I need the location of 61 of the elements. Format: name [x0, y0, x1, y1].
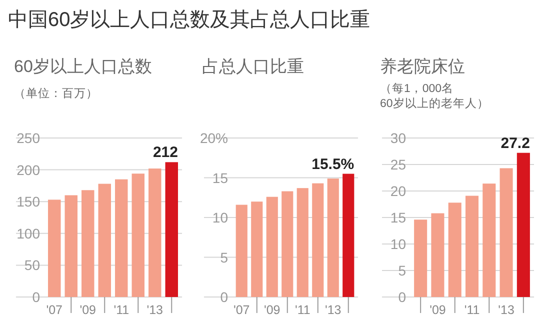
chart-title: 60岁以上人口总数 [14, 57, 152, 76]
bar [327, 178, 339, 297]
x-tick-label: '13 [498, 303, 514, 317]
y-tick-label: 5 [398, 262, 406, 278]
bar [465, 196, 479, 297]
y-tick-label: 0 [220, 289, 228, 305]
x-tick-label: '11 [114, 303, 130, 317]
bar [414, 220, 428, 297]
data-label: 212 [152, 144, 178, 162]
bar [148, 168, 162, 297]
y-tick-label: 150 [16, 194, 40, 210]
bar [132, 174, 144, 297]
y-tick-label: 100 [16, 225, 40, 242]
y-tick-label: 10 [212, 210, 228, 226]
y-tick-label: 25 [390, 156, 406, 172]
x-tick-label: '09 [264, 303, 280, 317]
bar [516, 152, 530, 297]
bar [82, 190, 94, 297]
bar [342, 174, 354, 297]
bar [482, 184, 496, 297]
x-tick-label: '07 [46, 303, 63, 317]
y-tick-label: 20 [390, 183, 406, 199]
y-tick-label: 15 [390, 210, 406, 226]
data-label: 27.2 [500, 134, 530, 152]
chart-subtitle: （每1，000名 60岁以上的老年人） [380, 82, 489, 110]
x-tick-label: '09 [80, 303, 96, 317]
x-tick-label: '11 [464, 303, 480, 317]
y-tick-label: 10 [390, 236, 406, 252]
bar [500, 168, 513, 297]
chart-title: 养老院床位 [380, 57, 465, 76]
y-tick-label: 30 [390, 130, 406, 146]
bar [64, 195, 78, 297]
y-tick-label: 0 [398, 289, 406, 305]
x-tick-label: '13 [324, 303, 342, 317]
x-tick-label: '09 [430, 303, 446, 317]
bar [282, 191, 294, 297]
bar [251, 202, 263, 297]
bar [448, 202, 462, 297]
x-tick-label: '07 [233, 303, 250, 317]
x-tick-label: '13 [146, 303, 164, 317]
y-tick-label: 15 [212, 170, 228, 186]
x-tick-label: '11 [294, 303, 310, 317]
bar [266, 196, 278, 297]
bar [296, 188, 308, 297]
bar [236, 204, 248, 297]
bar [98, 184, 111, 297]
y-tick-label: 200 [16, 162, 40, 178]
y-tick-label: 50 [24, 257, 40, 274]
data-label: 15.5% [312, 156, 354, 173]
y-tick-label: 0 [32, 289, 40, 305]
y-tick-label: 20% [200, 130, 228, 146]
chart-subtitle: （单位：百万） [14, 87, 98, 100]
bar [431, 213, 444, 297]
text: 中国60岁以上人口总数及其占总人口比重 [8, 9, 370, 31]
bar [165, 162, 178, 297]
y-tick-label: 5 [220, 249, 228, 266]
chart-title: 占总人口比重 [202, 57, 304, 76]
y-tick-label: 250 [16, 130, 40, 146]
bar [115, 179, 128, 297]
bar [48, 200, 61, 297]
bar [312, 183, 324, 297]
